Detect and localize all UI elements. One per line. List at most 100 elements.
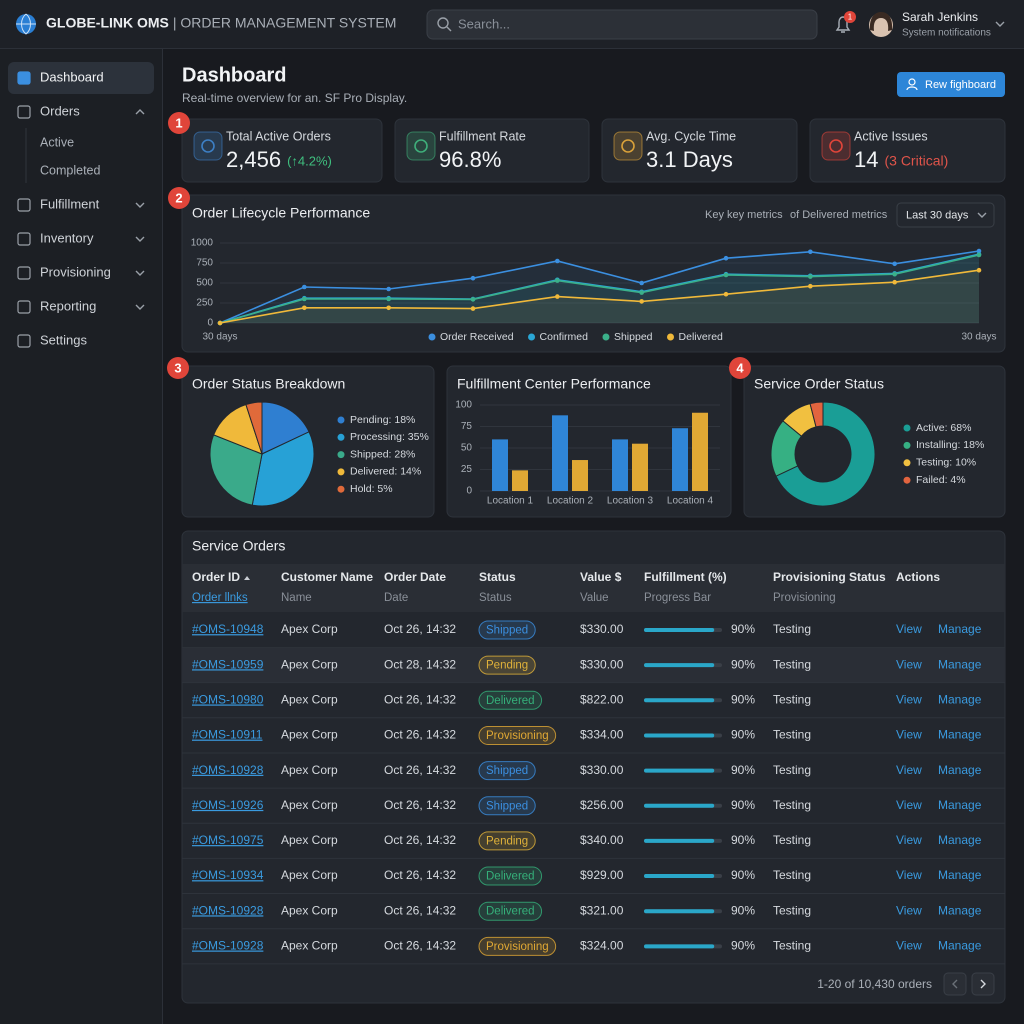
chevron bbox=[135, 236, 145, 242]
customer-name: Apex Corp bbox=[281, 798, 338, 812]
nav-item[interactable]: Provisioning bbox=[40, 264, 111, 279]
column-header: Fulfillment (%) bbox=[644, 570, 727, 584]
action-link[interactable]: Manage bbox=[938, 833, 982, 847]
kpi-icon-glyph bbox=[621, 139, 635, 153]
action-link[interactable]: Manage bbox=[938, 622, 982, 636]
nav-icon bbox=[17, 334, 31, 348]
nav-item[interactable]: Dashboard bbox=[40, 69, 104, 84]
nav-subitem[interactable]: Active bbox=[40, 135, 74, 149]
action-link[interactable]: Manage bbox=[938, 763, 982, 777]
action-link[interactable]: View bbox=[896, 728, 922, 742]
legend-label: Confirmed bbox=[540, 331, 589, 343]
data-point bbox=[892, 271, 897, 277]
column-header: Provisioning Status bbox=[773, 570, 886, 584]
nav-item[interactable]: Reporting bbox=[40, 298, 96, 313]
action-link[interactable]: View bbox=[896, 763, 922, 777]
chevron bbox=[135, 202, 145, 208]
pie-slice bbox=[245, 401, 263, 455]
kpi-label: Fulfillment Rate bbox=[439, 129, 526, 143]
range-dropdown[interactable] bbox=[896, 202, 995, 228]
data-point bbox=[639, 280, 644, 286]
order-id-link[interactable]: #OMS-10934 bbox=[192, 868, 264, 882]
step-marker-number: 3 bbox=[174, 360, 181, 375]
search-box[interactable] bbox=[426, 9, 818, 40]
search-placeholder[interactable]: Search... bbox=[458, 16, 510, 31]
chevron bbox=[135, 109, 145, 115]
nav-item[interactable]: Fulfillment bbox=[40, 196, 100, 211]
status-label: Pending bbox=[486, 660, 528, 672]
pagination-arrow bbox=[952, 979, 958, 989]
nav-subitem[interactable]: Completed bbox=[40, 163, 100, 177]
action-link[interactable]: Manage bbox=[938, 692, 982, 706]
control-label[interactable]: of Delivered metrics bbox=[790, 209, 888, 221]
order-date: Oct 26, 14:32 bbox=[384, 833, 456, 847]
pagination-button[interactable] bbox=[943, 972, 967, 996]
customer-name: Apex Corp bbox=[281, 903, 338, 917]
nav-icon bbox=[17, 71, 31, 85]
action-link[interactable]: View bbox=[896, 903, 922, 917]
nav-item[interactable]: Inventory bbox=[40, 230, 94, 245]
data-point bbox=[386, 305, 391, 311]
order-date: Oct 26, 14:32 bbox=[384, 728, 456, 742]
nav-item[interactable]: Settings bbox=[40, 332, 87, 347]
status-label: Shipped bbox=[486, 765, 528, 777]
customer-name: Apex Corp bbox=[281, 657, 338, 671]
progress-fill bbox=[644, 838, 715, 843]
order-id-link[interactable]: #OMS-10975 bbox=[192, 833, 264, 847]
column-subheader[interactable]: Order llnks bbox=[192, 592, 248, 604]
primary-button[interactable] bbox=[897, 72, 1005, 97]
action-link[interactable]: View bbox=[896, 798, 922, 812]
column-subheader: Status bbox=[479, 592, 512, 604]
pagination-button[interactable] bbox=[971, 972, 995, 996]
provisioning-status: Testing bbox=[773, 798, 811, 812]
action-link[interactable]: Manage bbox=[938, 657, 982, 671]
card bbox=[394, 118, 590, 183]
y-tick-label: 50 bbox=[461, 443, 473, 454]
order-value: $256.00 bbox=[580, 798, 624, 812]
search-icon-handle bbox=[446, 26, 452, 32]
bar bbox=[572, 460, 588, 491]
action-link[interactable]: Manage bbox=[938, 868, 982, 882]
button-label[interactable]: Rew fighboard bbox=[925, 79, 996, 91]
data-point bbox=[892, 279, 897, 285]
order-id-link[interactable]: #OMS-10926 bbox=[192, 798, 264, 812]
nav-icon bbox=[17, 266, 31, 280]
column-subheader: Date bbox=[384, 592, 408, 604]
legend-swatch bbox=[428, 333, 436, 341]
action-link[interactable]: View bbox=[896, 692, 922, 706]
control-label[interactable]: Key key metrics bbox=[705, 209, 783, 221]
status-badge bbox=[478, 796, 536, 816]
nav-icon bbox=[17, 232, 31, 246]
action-link[interactable]: Manage bbox=[938, 798, 982, 812]
order-id-link[interactable]: #OMS-10928 bbox=[192, 763, 264, 777]
nav-item[interactable]: Orders bbox=[40, 103, 80, 118]
order-id-link[interactable]: #OMS-10911 bbox=[192, 728, 263, 742]
status-badge bbox=[478, 655, 536, 675]
column-header: Customer Name bbox=[281, 570, 373, 584]
order-id-link[interactable]: #OMS-10959 bbox=[192, 657, 264, 671]
action-link[interactable]: Manage bbox=[938, 728, 982, 742]
sidebar-background bbox=[0, 49, 162, 1024]
legend-swatch bbox=[337, 451, 345, 459]
order-id-link[interactable]: #OMS-10928 bbox=[192, 903, 264, 917]
data-point bbox=[639, 290, 644, 295]
order-id-link[interactable]: #OMS-10980 bbox=[192, 692, 264, 706]
action-link[interactable]: View bbox=[896, 657, 922, 671]
range-dropdown-label[interactable]: Last 30 days bbox=[906, 209, 969, 221]
action-link[interactable]: Manage bbox=[938, 939, 982, 953]
y-tick-label: 75 bbox=[461, 421, 473, 432]
notification-badge bbox=[844, 11, 856, 23]
y-tick-label: 0 bbox=[207, 318, 213, 329]
action-link[interactable]: View bbox=[896, 868, 922, 882]
column-header[interactable]: Order ID bbox=[192, 570, 240, 584]
step-marker-number: 1 bbox=[175, 115, 182, 130]
action-link[interactable]: View bbox=[896, 833, 922, 847]
page-title: Dashboard bbox=[182, 64, 286, 86]
data-point bbox=[892, 261, 897, 267]
order-id-link[interactable]: #OMS-10948 bbox=[192, 622, 264, 636]
action-link[interactable]: View bbox=[896, 622, 922, 636]
order-id-link[interactable]: #OMS-10928 bbox=[192, 939, 264, 953]
progress-fill bbox=[644, 768, 715, 773]
action-link[interactable]: Manage bbox=[938, 903, 982, 917]
action-link[interactable]: View bbox=[896, 939, 922, 953]
